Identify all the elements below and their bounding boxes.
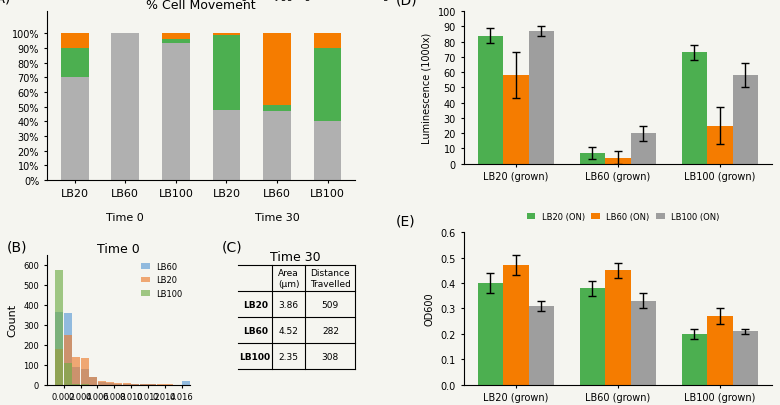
- Text: 282: 282: [322, 326, 339, 335]
- Bar: [73, 357, 80, 385]
- Bar: [98, 382, 105, 385]
- Bar: [477, 284, 503, 385]
- Text: Distance
Travelled: Distance Travelled: [310, 269, 351, 288]
- Bar: [61, 34, 89, 49]
- Bar: [682, 334, 707, 385]
- Bar: [162, 34, 190, 40]
- Bar: [182, 381, 190, 385]
- Y-axis label: Luminescence (1000x): Luminescence (1000x): [422, 33, 432, 144]
- Bar: [503, 76, 529, 164]
- Text: (B): (B): [7, 240, 27, 254]
- Bar: [212, 36, 240, 110]
- Bar: [314, 34, 342, 49]
- Text: (C): (C): [222, 240, 243, 254]
- Bar: [529, 306, 554, 385]
- Legend: LB20 (ON), LB60 (ON), LB100 (ON): LB20 (ON), LB60 (ON), LB100 (ON): [523, 209, 723, 225]
- Bar: [477, 36, 503, 164]
- Bar: [212, 110, 240, 181]
- Text: 4.52: 4.52: [278, 326, 299, 335]
- Bar: [580, 288, 605, 385]
- Text: 2.35: 2.35: [278, 352, 299, 361]
- Bar: [73, 367, 80, 385]
- Text: 308: 308: [322, 352, 339, 361]
- Legend: LB60, LB20, LB100: LB60, LB20, LB100: [138, 259, 186, 301]
- Bar: [89, 377, 98, 385]
- Bar: [707, 316, 732, 385]
- Bar: [55, 349, 63, 385]
- Bar: [605, 158, 630, 164]
- Bar: [123, 383, 131, 385]
- Bar: [123, 384, 131, 385]
- Bar: [148, 384, 156, 385]
- Text: (A): (A): [0, 0, 12, 6]
- Bar: [503, 266, 529, 385]
- Bar: [64, 335, 72, 385]
- Title: Time 0: Time 0: [97, 242, 140, 255]
- Bar: [98, 381, 105, 385]
- Bar: [55, 312, 63, 385]
- Y-axis label: Count: Count: [8, 303, 18, 337]
- Bar: [732, 76, 758, 164]
- Bar: [263, 34, 291, 106]
- Bar: [314, 122, 342, 181]
- Text: LB60: LB60: [243, 326, 268, 335]
- Title: % Cell Movement: % Cell Movement: [147, 0, 256, 12]
- Bar: [314, 49, 342, 122]
- Bar: [115, 384, 122, 385]
- Bar: [605, 271, 630, 385]
- Bar: [64, 363, 72, 385]
- Text: (E): (E): [395, 214, 415, 228]
- Bar: [131, 384, 140, 385]
- Bar: [89, 377, 98, 385]
- Bar: [115, 383, 122, 385]
- Text: Time 0: Time 0: [106, 213, 144, 223]
- Bar: [131, 384, 140, 385]
- Bar: [580, 153, 605, 164]
- Bar: [61, 49, 89, 78]
- Text: (D): (D): [395, 0, 417, 8]
- Bar: [61, 78, 89, 181]
- Text: LB20: LB20: [243, 300, 268, 309]
- Bar: [732, 332, 758, 385]
- Bar: [263, 112, 291, 181]
- Bar: [106, 382, 114, 385]
- Text: LB100: LB100: [239, 352, 271, 361]
- Bar: [162, 45, 190, 181]
- Bar: [707, 126, 732, 164]
- Bar: [529, 32, 554, 164]
- Bar: [212, 34, 240, 36]
- Bar: [112, 34, 139, 181]
- Bar: [55, 270, 63, 385]
- Y-axis label: OD600: OD600: [425, 292, 435, 326]
- Text: 3.86: 3.86: [278, 300, 299, 309]
- Bar: [106, 383, 114, 385]
- Bar: [64, 313, 72, 385]
- Bar: [630, 301, 656, 385]
- Bar: [80, 369, 89, 385]
- Bar: [682, 53, 707, 164]
- Text: 509: 509: [322, 300, 339, 309]
- Text: Area
(μm): Area (μm): [278, 269, 300, 288]
- Bar: [630, 134, 656, 164]
- Bar: [162, 40, 190, 45]
- Legend: Not Moving, Jiggling, Swimming: Not Moving, Jiggling, Swimming: [169, 0, 393, 4]
- Legend: LB20 (ON), LB60 (ON), LB100 (ON): LB20 (ON), LB60 (ON), LB100 (ON): [523, 0, 723, 4]
- Text: Time 30: Time 30: [254, 213, 300, 223]
- Bar: [73, 384, 80, 385]
- Bar: [80, 358, 89, 385]
- Bar: [263, 106, 291, 112]
- Text: Time 30: Time 30: [271, 250, 321, 263]
- Bar: [140, 384, 147, 385]
